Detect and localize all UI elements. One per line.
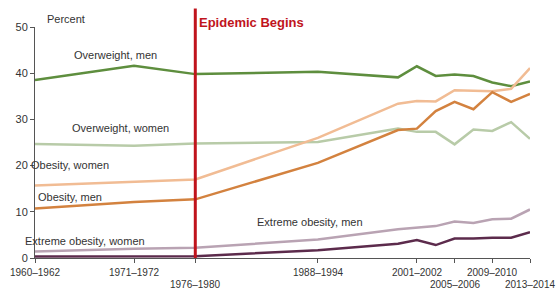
svg-text:40: 40 xyxy=(16,67,28,79)
svg-text:Overweight, women: Overweight, women xyxy=(72,122,169,134)
svg-text:1988–1994: 1988–1994 xyxy=(293,267,343,278)
svg-text:Obesity, men: Obesity, men xyxy=(38,191,102,203)
svg-text:1960–1962: 1960–1962 xyxy=(10,267,60,278)
svg-text:Epidemic Begins: Epidemic Begins xyxy=(199,15,304,30)
svg-text:2001–2002: 2001–2002 xyxy=(392,267,442,278)
svg-text:50: 50 xyxy=(16,21,28,33)
svg-text:2013–2014: 2013–2014 xyxy=(505,279,555,290)
svg-text:2005–2006: 2005–2006 xyxy=(430,279,480,290)
svg-text:1976–1980: 1976–1980 xyxy=(170,279,220,290)
svg-text:30: 30 xyxy=(16,113,28,125)
svg-text:2009–2010: 2009–2010 xyxy=(467,267,517,278)
svg-text:Overweight, men: Overweight, men xyxy=(74,49,157,61)
svg-text:20: 20 xyxy=(16,159,28,171)
svg-text:10: 10 xyxy=(16,206,28,218)
svg-text:1971–1972: 1971–1972 xyxy=(109,267,159,278)
svg-text:0: 0 xyxy=(22,252,28,264)
svg-text:Obesity, women: Obesity, women xyxy=(31,159,109,171)
svg-text:Extreme obesity, women: Extreme obesity, women xyxy=(25,235,145,247)
svg-text:Percent: Percent xyxy=(47,13,85,25)
svg-text:Extreme obesity, men: Extreme obesity, men xyxy=(257,216,363,228)
